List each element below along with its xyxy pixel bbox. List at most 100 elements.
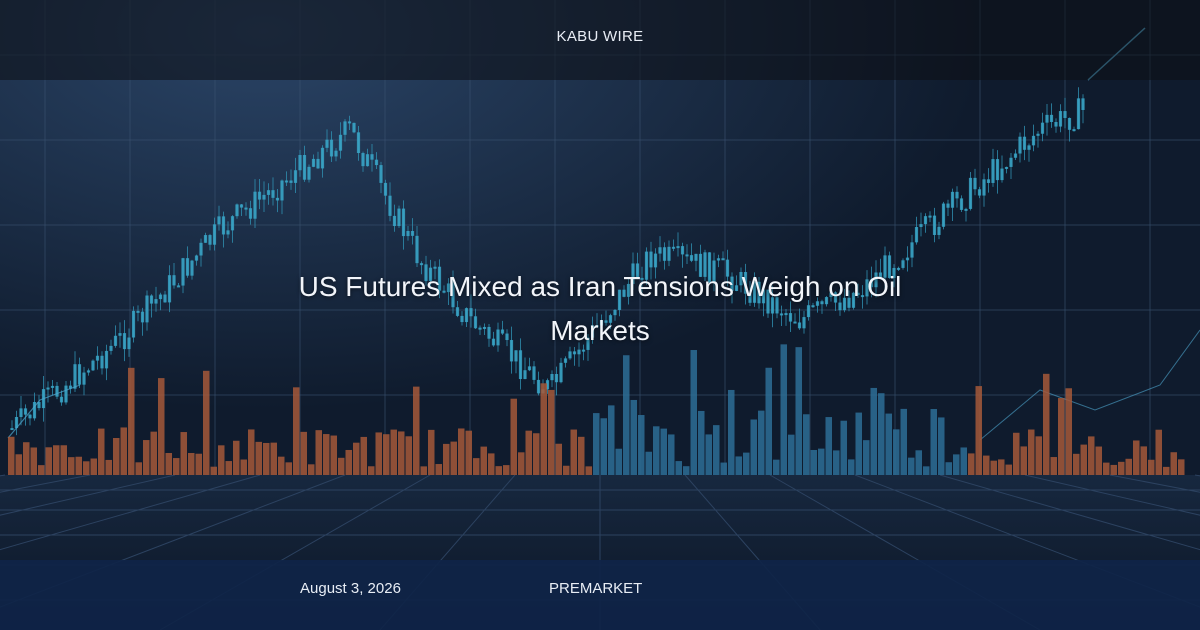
volume-bar [90,458,97,475]
candle-body [694,253,698,261]
volume-bar [1170,452,1177,475]
candle-body [190,260,194,276]
candle-body [689,255,694,261]
candle-body [1013,153,1018,158]
volume-bar [758,410,765,475]
volume-bar [270,442,277,475]
candle-body [995,159,1000,181]
footer-band [0,560,1200,630]
candle-body [172,275,176,286]
candle-body [545,380,550,390]
candle-body [757,281,761,304]
candle-body [392,215,397,227]
candle-body [874,272,878,288]
volume-bar [600,418,607,475]
date: August 3, 2026 [300,580,401,597]
candle-body [104,350,109,369]
candle-body [946,203,950,208]
candle-body [334,150,338,157]
volume-bar [608,405,615,475]
volume-bar [615,448,622,475]
volume-bar [975,386,982,475]
candle-body [428,267,433,282]
category: PREMARKET [549,580,643,597]
candle-body [149,295,154,304]
volume-bar [1125,458,1132,475]
candle-body [293,170,298,183]
candle-body [167,275,172,303]
candle-body [1018,136,1022,154]
volume-bar [743,452,750,475]
volume-bar [330,435,337,475]
volume-bar [585,466,592,475]
candle-body [698,253,703,277]
volume-bar [195,453,202,475]
candle-body [68,385,73,389]
candle-body [1004,166,1009,169]
candle-body [338,134,343,151]
candle-body [982,179,986,196]
volume-bar [173,458,180,475]
floor-line [0,474,176,516]
candle-body [784,313,788,316]
candle-body [532,366,536,380]
volume-bar [1013,432,1020,475]
candle-body [298,155,302,171]
volume-bar [713,425,720,475]
candle-body [145,295,149,323]
volume-bar [683,466,690,475]
candle-body [361,153,365,167]
candle-body [599,320,604,326]
candle-body [253,191,257,219]
volume-bar [203,370,210,475]
candle-body [523,370,527,380]
candle-body [32,402,37,419]
candle-body [1072,129,1076,132]
volume-bar [390,429,397,475]
candle-body [442,290,446,293]
volume-bar [1058,398,1065,475]
volume-bar [375,432,382,475]
candle-body [779,313,784,316]
candle-body [73,364,77,389]
volume-bar [698,410,705,475]
candle-body [383,182,388,196]
candle-body [82,372,86,385]
volume-bar [675,461,682,475]
volume-bar [308,464,315,475]
volume-bar [840,420,847,475]
candle-body [509,340,514,362]
candle-body [127,337,131,350]
candle-body [469,308,473,317]
volume-bar [1103,462,1110,475]
candle-body [613,309,617,316]
volume-bar [300,431,307,475]
candle-body [406,230,410,237]
candle-body [811,305,815,308]
candle-body [856,292,860,296]
volume-bar [503,465,510,475]
candle-body [896,267,901,270]
candle-body [100,355,104,369]
volume-bar [480,446,487,475]
candle-body [50,385,55,388]
volume-bar [983,455,990,475]
candle-body [586,337,590,350]
candle-body [752,281,757,303]
candle-body [626,283,631,297]
candle-body [676,246,680,249]
volume-bar [180,432,187,475]
candle-body [937,226,941,235]
volume-bar [248,429,255,475]
trend-line [979,329,1200,441]
candle-body [617,289,622,310]
candle-body [608,315,613,323]
candle-body [653,253,658,268]
volume-bar [383,434,390,475]
volume-bar [930,409,937,475]
candle-body [941,203,946,227]
candle-body [595,325,599,328]
volume-bar [360,436,367,475]
candle-body [824,297,829,305]
candle-body [244,207,248,210]
